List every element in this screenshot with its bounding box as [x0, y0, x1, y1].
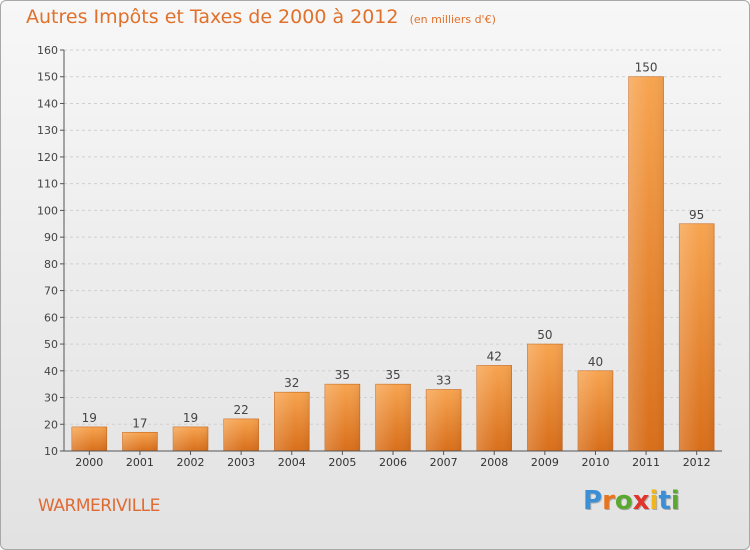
bar-value-label: 22 — [234, 403, 249, 417]
x-tick-label: 2008 — [480, 456, 508, 469]
chart-subtitle: (en milliers d'€) — [409, 13, 496, 26]
bar-highlight — [324, 384, 360, 451]
bar-value-label: 150 — [635, 61, 658, 75]
x-tick-label: 2012 — [683, 456, 711, 469]
y-tick-label: 140 — [37, 97, 58, 110]
bar-highlight — [71, 426, 107, 451]
y-tick-label: 130 — [37, 124, 58, 137]
bar-highlight — [173, 426, 209, 451]
bar-highlight — [679, 223, 715, 451]
bar-highlight — [375, 384, 411, 451]
logo-letter: i — [670, 486, 680, 516]
y-tick-label: 10 — [44, 445, 58, 458]
x-tick-label: 2001 — [126, 456, 154, 469]
logo-letter: P — [583, 486, 603, 516]
y-axis: 10 20 30 40 50 60 70 80 90 100 110 120 130 140 150 160 — [37, 44, 65, 458]
bar-value-label: 19 — [183, 411, 198, 425]
x-tick-label: 2002 — [177, 456, 205, 469]
x-tick-label: 2011 — [632, 456, 660, 469]
logo-letter: i — [649, 486, 659, 516]
x-tick-label: 2006 — [379, 456, 407, 469]
bar-highlight — [122, 432, 158, 451]
bar-value-label: 32 — [284, 376, 299, 390]
chart-title-block: Autres Impôts et Taxes de 2000 à 2012 (e… — [26, 6, 496, 28]
x-tick-label: 2007 — [430, 456, 458, 469]
bar-highlight — [476, 365, 512, 451]
logo-letter: t — [658, 486, 671, 516]
y-tick-label: 50 — [44, 338, 58, 351]
bar-value-label: 40 — [588, 355, 603, 369]
x-tick-label: 2009 — [531, 456, 559, 469]
x-tick-label: 2004 — [278, 456, 306, 469]
bar-highlight — [223, 418, 259, 451]
y-tick-label: 110 — [37, 178, 58, 191]
y-tick-label: 30 — [44, 392, 58, 405]
y-tick-label: 80 — [44, 258, 58, 271]
bar-value-label: 35 — [335, 368, 350, 382]
commune-name: WARMERIVILLE — [38, 496, 160, 516]
bar-series: 19 17 19 22 32 35 35 33 42 50 40 150 95 — [71, 61, 715, 452]
logo-letter: o — [614, 486, 633, 516]
bar-highlight — [426, 389, 462, 451]
y-tick-label: 150 — [37, 71, 58, 84]
x-tick-label: 2010 — [581, 456, 609, 469]
bar-highlight — [274, 392, 310, 451]
bar-highlight — [577, 370, 613, 451]
x-tick-label: 2000 — [75, 456, 103, 469]
bar-highlight — [527, 344, 563, 451]
bar-value-label: 35 — [385, 368, 400, 382]
bar-value-label: 17 — [132, 416, 147, 430]
x-tick-label: 2005 — [328, 456, 356, 469]
y-tick-label: 90 — [44, 231, 58, 244]
bar-value-label: 19 — [82, 411, 97, 425]
bar-value-label: 50 — [537, 328, 552, 342]
y-tick-label: 120 — [37, 151, 58, 164]
x-tick-label: 2003 — [227, 456, 255, 469]
x-axis: 2000 2001 2002 2003 2004 2005 2006 2007 2008 2009… — [64, 450, 722, 469]
y-tick-label: 60 — [44, 311, 58, 324]
chart-title: Autres Impôts et Taxes de 2000 à 2012 — [26, 6, 399, 28]
y-tick-label: 160 — [37, 44, 58, 57]
bar-value-label: 33 — [436, 374, 451, 388]
logo-letter: r — [602, 486, 615, 516]
y-tick-label: 100 — [37, 204, 58, 217]
logo-letter: x — [632, 486, 650, 516]
bar-value-label: 42 — [487, 349, 502, 363]
bar-value-label: 95 — [689, 208, 704, 222]
bar-highlight — [628, 76, 664, 451]
y-tick-label: 20 — [44, 418, 58, 431]
y-tick-label: 70 — [44, 285, 58, 298]
proxiti-logo: Proxiti — [583, 486, 680, 516]
y-tick-label: 40 — [44, 365, 58, 378]
